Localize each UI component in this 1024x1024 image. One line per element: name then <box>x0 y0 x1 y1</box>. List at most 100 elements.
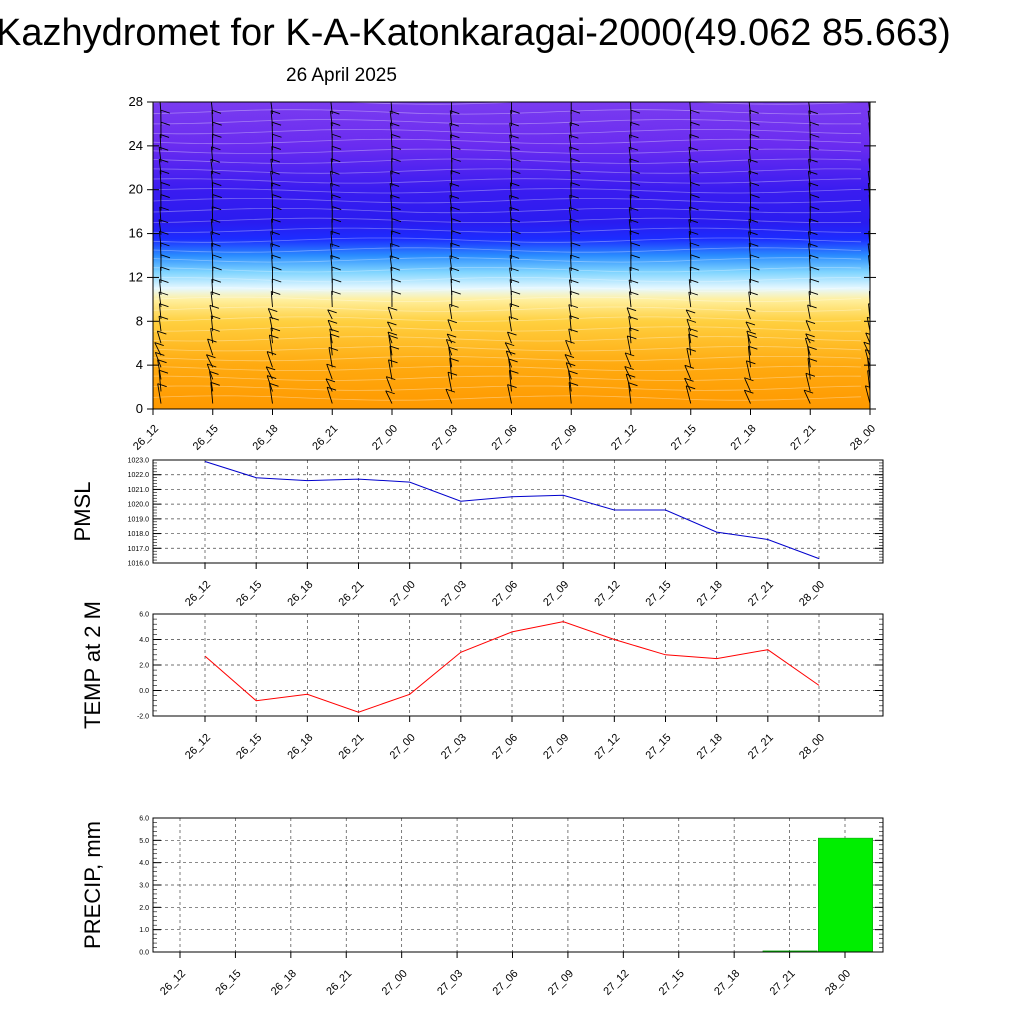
wind-barb <box>330 102 333 115</box>
wind-barb-feather <box>809 218 819 223</box>
wind-barb-feather <box>450 278 461 283</box>
wind-barb-feather <box>270 327 281 332</box>
wind-barb-feather <box>154 342 164 346</box>
wind-barb-feather <box>807 304 817 309</box>
y-tick-label: 12 <box>129 269 143 284</box>
wind-barb-feather <box>210 381 220 386</box>
wind-barb <box>211 110 214 127</box>
wind-barb <box>505 350 512 368</box>
wind-barb <box>446 333 453 344</box>
wind-barb <box>385 390 393 404</box>
wind-barb-feather <box>271 218 281 223</box>
wind-barb <box>450 170 453 187</box>
pmsl-frame <box>152 459 884 564</box>
wind-barb-feather <box>451 230 461 235</box>
wind-barb <box>747 334 751 356</box>
y-tick-label: 1016.0 <box>128 561 150 568</box>
wind-barb <box>211 243 214 259</box>
wind-barb-feather <box>568 370 578 375</box>
wind-barb-feather <box>391 230 401 235</box>
wind-barb-feather <box>569 315 579 320</box>
contour-line <box>153 346 862 352</box>
wind-barb-feather <box>447 319 458 324</box>
x-tick-label: 28_00 <box>797 579 827 609</box>
wind-barb-feather <box>690 242 700 247</box>
wind-barb <box>628 316 632 332</box>
wind-barb <box>388 359 393 380</box>
wind-barb-feather <box>212 133 222 138</box>
wind-barb <box>448 347 453 368</box>
wind-barb <box>510 110 512 127</box>
wind-barb <box>158 370 162 392</box>
wind-barb-feather <box>451 157 461 162</box>
wind-barb-feather <box>332 206 342 211</box>
wind-barb-feather <box>630 121 640 126</box>
wind-barb <box>449 195 453 211</box>
wind-barb-feather <box>386 376 396 381</box>
wind-barb <box>628 279 632 296</box>
wind-barb <box>568 370 572 392</box>
wind-barb-feather <box>509 316 519 321</box>
contour-line <box>153 178 862 184</box>
wind-barb-feather <box>209 304 220 309</box>
wind-barb <box>808 110 811 127</box>
wind-barb <box>158 316 162 332</box>
wind-barb <box>390 102 393 115</box>
wind-barb-feather <box>507 331 517 336</box>
wind-barb-feather <box>689 170 700 175</box>
wind-barb <box>389 122 393 139</box>
wind-barb-feather <box>212 254 222 259</box>
wind-barb-feather <box>387 321 397 326</box>
wind-barb <box>266 375 273 392</box>
wind-barb-feather <box>869 218 870 220</box>
wind-barb-feather <box>272 133 282 138</box>
grid <box>153 459 883 564</box>
contour-line <box>153 198 862 204</box>
wind-barb <box>270 327 273 344</box>
wind-barb <box>210 146 214 163</box>
wind-barb-feather <box>388 306 398 311</box>
wind-barb <box>808 218 811 235</box>
wind-barb <box>808 102 811 115</box>
wind-barb-feather <box>569 218 580 223</box>
wind-barb-feather <box>869 266 870 268</box>
wind-barb-feather <box>805 320 816 325</box>
wind-barb <box>629 327 632 344</box>
wind-barb <box>327 309 333 320</box>
wind-barb <box>389 255 393 271</box>
wind-barb-feather <box>690 182 700 186</box>
wind-barb-feather <box>630 194 640 199</box>
wind-barb-feather <box>805 337 815 342</box>
wind-barb <box>629 134 632 151</box>
wind-barb-feather <box>690 254 700 259</box>
wind-barb <box>329 110 333 127</box>
wind-barb <box>206 363 214 380</box>
wind-barb-feather <box>686 385 696 390</box>
x-tick-label: 27_06 <box>490 423 520 453</box>
wind-barb <box>270 243 273 259</box>
x-tick-label: 26_12 <box>183 732 213 762</box>
wind-barb <box>329 333 333 356</box>
wind-barb-feather <box>869 206 870 208</box>
x-tick-label: 27_03 <box>435 968 465 998</box>
wind-barb-feather <box>809 145 819 150</box>
wind-barb <box>749 279 751 295</box>
x-tick-label: 27_00 <box>388 732 418 762</box>
wind-barb <box>629 267 632 283</box>
x-tick-label: 27_12 <box>592 732 622 762</box>
wind-barb <box>211 279 214 295</box>
wind-barb-feather <box>568 381 579 386</box>
x-tick-label: 28_00 <box>848 423 878 453</box>
contour-line <box>153 208 862 214</box>
y-tick-label: 1.0 <box>139 927 149 934</box>
wind-barb <box>210 328 214 344</box>
wind-barb-feather <box>571 242 581 247</box>
wind-barb-feather <box>326 386 337 391</box>
wind-barb <box>159 102 162 115</box>
wind-barb <box>209 371 214 392</box>
wind-barb-feather <box>627 335 637 340</box>
wind-barb <box>159 279 162 296</box>
wind-barb-feather <box>630 242 641 247</box>
wind-barb-feather <box>327 319 338 324</box>
